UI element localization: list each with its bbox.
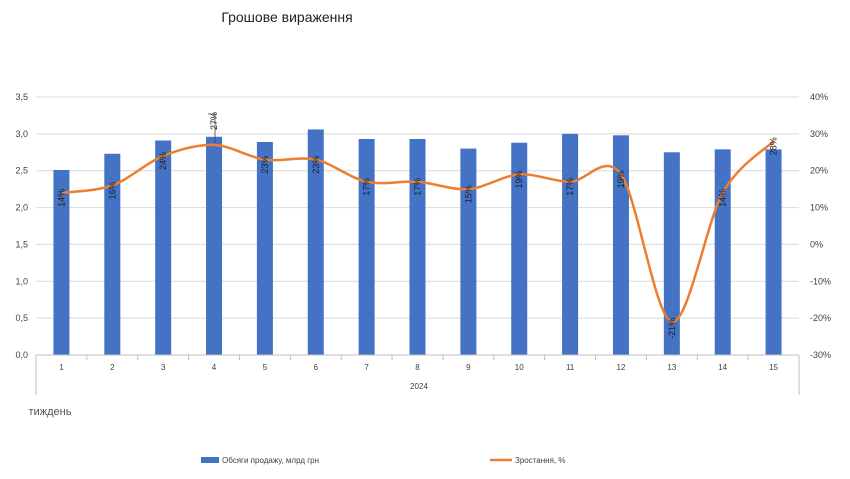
- line-data-label: 19%: [616, 170, 626, 188]
- bar: [409, 139, 426, 355]
- line-data-label: 17%: [413, 178, 423, 196]
- y-right-tick-label: 0%: [810, 239, 823, 249]
- legend-label-line: Зростання, %: [515, 456, 565, 465]
- bar: [460, 148, 477, 355]
- x-tick-label: 11: [566, 363, 575, 372]
- bar-series: [53, 129, 782, 355]
- bar: [612, 135, 629, 355]
- x-tick-label: 3: [161, 363, 166, 372]
- y-right-tick-label: -20%: [810, 313, 831, 323]
- x-tick-label: 1: [59, 363, 64, 372]
- y-left-tick-label: 2,0: [15, 203, 28, 213]
- x-axis-title: тиждень: [29, 406, 72, 418]
- y-left-tick-label: 3,0: [15, 129, 28, 139]
- x-tick-label: 6: [314, 363, 319, 372]
- bar: [53, 169, 70, 355]
- x-tick-label: 10: [515, 363, 524, 372]
- y-left-tick-label: 0,5: [15, 313, 28, 323]
- y-right-tick-label: -10%: [810, 276, 831, 286]
- y-left-tick-label: 3,5: [15, 92, 28, 102]
- line-data-label: 19%: [514, 170, 524, 188]
- y-right-tick-label: 20%: [810, 166, 828, 176]
- bar: [256, 141, 273, 355]
- y-left-tick-label: 1,0: [15, 276, 28, 286]
- y-right-tick-label: 30%: [810, 129, 828, 139]
- x-tick-label: 13: [667, 363, 676, 372]
- growth-line: [61, 140, 775, 324]
- x-tick-label: 7: [364, 363, 369, 372]
- label-leader-line: [208, 113, 216, 143]
- line-data-label: 14%: [718, 189, 728, 207]
- legend-swatch-bars: [201, 457, 219, 463]
- x-tick-label: 8: [415, 363, 420, 372]
- x-tick-label: 9: [466, 363, 471, 372]
- line-data-label: -21%: [667, 318, 677, 339]
- line-data-label: 23%: [260, 156, 270, 174]
- x-tick-label: 12: [617, 363, 626, 372]
- line-data-label: 17%: [362, 178, 372, 196]
- y-left-tick-label: 0,0: [15, 350, 28, 360]
- x-tick-label: 14: [718, 363, 727, 372]
- bar: [155, 140, 172, 355]
- line-series: 14% 16% 24% 27% 23% 23% 17% 17% 15% 19% 17% 19% -21%…: [56, 112, 778, 339]
- legend: Обсяги продажу, млрд грн Зростання, %: [201, 456, 565, 465]
- line-data-label: 14%: [56, 189, 66, 207]
- line-data-label: 23%: [311, 156, 321, 174]
- x-group-label: 2024: [410, 382, 428, 391]
- chart-title: Грошове вираження: [221, 9, 352, 25]
- x-tick-label: 5: [263, 363, 268, 372]
- bar: [104, 153, 121, 355]
- line-data-label: 15%: [463, 185, 473, 203]
- line-data-label: 17%: [565, 178, 575, 196]
- y-left-tick-label: 1,5: [15, 239, 28, 249]
- y-right-tick-label: -30%: [810, 350, 831, 360]
- bar: [358, 139, 375, 355]
- axes: 0,0 0,5 1,0 1,5 2,0 2,5 3,0 3,5 -30% -20% -10% 0% 10…: [15, 92, 831, 395]
- bar: [206, 136, 223, 355]
- bar: [663, 152, 680, 355]
- y-right-tick-label: 40%: [810, 92, 828, 102]
- y-left-tick-label: 2,5: [15, 166, 28, 176]
- y-right-tick-label: 10%: [810, 203, 828, 213]
- x-tick-label: 15: [769, 363, 778, 372]
- bar: [511, 142, 528, 355]
- line-data-label: 27%: [209, 112, 219, 130]
- x-tick-label: 4: [212, 363, 217, 372]
- line-data-label: 28%: [769, 137, 779, 155]
- bar: [562, 133, 579, 355]
- line-data-label: 24%: [158, 152, 168, 170]
- bar: [307, 129, 324, 355]
- bar: [765, 149, 782, 355]
- line-data-label: 16%: [107, 181, 117, 199]
- x-tick-label: 2: [110, 363, 115, 372]
- bar: [714, 149, 731, 355]
- legend-label-bars: Обсяги продажу, млрд грн: [222, 456, 319, 465]
